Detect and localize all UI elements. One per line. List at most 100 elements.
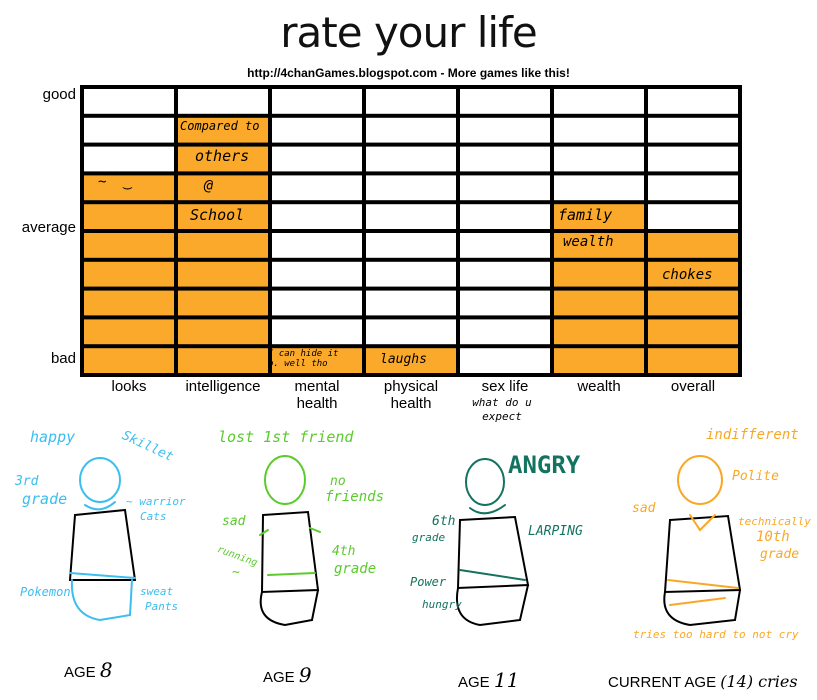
cell-physical-health-4 xyxy=(366,261,456,287)
cell-looks-4-filled xyxy=(84,261,174,287)
note-4th: 4th xyxy=(332,544,356,559)
mental-note: I can hide it p. well tho xyxy=(268,349,339,369)
cell-looks-3-filled xyxy=(84,290,174,316)
x-label-mental-health: mental health xyxy=(294,378,340,412)
cell-looks-8 xyxy=(84,146,174,172)
page-title: rate your life xyxy=(280,8,537,57)
cell-wealth-8 xyxy=(554,146,644,172)
intelligence-note-1: Compared to xyxy=(180,119,260,133)
x-label-intelligence: intelligence xyxy=(185,378,261,395)
note-happy: happy xyxy=(30,428,76,446)
age-label-8: AGE 8 xyxy=(64,658,113,682)
cell-overall-7 xyxy=(648,175,738,201)
cell-sex-life-1 xyxy=(460,348,550,373)
cell-physical-health-8 xyxy=(366,146,456,172)
cell-looks-7-filled xyxy=(84,175,174,201)
cell-intelligence-7-filled xyxy=(178,175,268,201)
note-power: Power xyxy=(410,575,447,589)
y-label-average: average xyxy=(21,219,76,236)
cell-sex-life-4 xyxy=(460,261,550,287)
note-tries-hard: tries too hard to not cry xyxy=(633,628,799,641)
note-hungry: hungry xyxy=(422,598,462,611)
note-grade: grade xyxy=(22,490,68,508)
intelligence-note-3: @ xyxy=(204,176,214,194)
figure-age-9 xyxy=(259,455,321,627)
cell-intelligence-9-filled xyxy=(178,117,268,143)
looks-note: ~͡ ‿ xyxy=(98,174,132,190)
x-label-physical-health: physical health xyxy=(383,378,439,412)
note-larping: LARPING xyxy=(528,524,583,539)
overall-note: chokes xyxy=(662,267,713,283)
cell-mental-health-2 xyxy=(272,319,362,345)
cell-overall-4-filled xyxy=(648,261,738,287)
cell-wealth-10 xyxy=(554,89,644,114)
cell-wealth-7 xyxy=(554,175,644,201)
cell-mental-health-1-filled xyxy=(272,348,362,373)
cell-intelligence-3-filled xyxy=(178,290,268,316)
cell-overall-3-filled xyxy=(648,290,738,316)
cell-physical-health-3 xyxy=(366,290,456,316)
cell-intelligence-4-filled xyxy=(178,261,268,287)
note-cats: Cats xyxy=(140,510,167,523)
cell-overall-1-filled xyxy=(648,348,738,373)
cell-overall-10 xyxy=(648,89,738,114)
cell-wealth-6-filled xyxy=(554,204,644,229)
cell-sex-life-5 xyxy=(460,233,550,258)
y-label-bad: bad xyxy=(50,350,76,367)
note-technically: technically xyxy=(738,515,811,528)
cell-wealth-1-filled xyxy=(554,348,644,373)
cell-physical-health-7 xyxy=(366,175,456,201)
figure-current-age xyxy=(663,455,742,627)
y-label-good: good xyxy=(42,86,76,103)
cell-physical-health-2 xyxy=(366,319,456,345)
cell-mental-health-4 xyxy=(272,261,362,287)
cell-overall-8 xyxy=(648,146,738,172)
cell-looks-6-filled xyxy=(84,204,174,229)
cell-looks-10 xyxy=(84,89,174,114)
age-label-current: CURRENT AGE (14) cries xyxy=(608,672,798,691)
note-sad: sad xyxy=(222,514,246,529)
note-lost-friend: lost 1st friend xyxy=(218,428,354,446)
note-pants: Pants xyxy=(145,600,179,613)
figure-age-8 xyxy=(68,457,137,622)
cell-sex-life-6 xyxy=(460,204,550,229)
cell-looks-9 xyxy=(84,117,174,143)
figure-age-11 xyxy=(456,458,530,627)
cell-mental-health-5 xyxy=(272,233,362,258)
note-polite: Polite xyxy=(732,469,779,484)
cell-physical-health-1-filled xyxy=(366,348,456,373)
cell-wealth-9 xyxy=(554,117,644,143)
note-sweat: sweat xyxy=(140,585,174,598)
cell-sex-life-2 xyxy=(460,319,550,345)
cell-wealth-5-filled xyxy=(554,233,644,258)
note-angry: ANGRY xyxy=(508,451,581,479)
cell-intelligence-5-filled xyxy=(178,233,268,258)
note-grade11: grade xyxy=(412,531,446,544)
sexlife-note: what do u expect xyxy=(472,396,532,423)
note-indifferent: indifferent xyxy=(706,427,799,443)
cell-intelligence-10 xyxy=(178,89,268,114)
character-drawings xyxy=(68,455,742,627)
cell-overall-6 xyxy=(648,204,738,229)
cell-wealth-3-filled xyxy=(554,290,644,316)
cell-mental-health-3 xyxy=(272,290,362,316)
note-warrior: ~ warrior xyxy=(126,495,186,508)
cell-mental-health-9 xyxy=(272,117,362,143)
cell-sex-life-7 xyxy=(460,175,550,201)
cell-sex-life-10 xyxy=(460,89,550,114)
cell-physical-health-6 xyxy=(366,204,456,229)
cell-intelligence-6-filled xyxy=(178,204,268,229)
note-no: no xyxy=(330,474,346,489)
cell-looks-2-filled xyxy=(84,319,174,345)
source-url: http://4chanGames.blogspot.com - More ga… xyxy=(247,66,570,80)
cell-looks-5-filled xyxy=(84,233,174,258)
note-3rd: 3rd xyxy=(15,474,39,489)
cell-mental-health-6 xyxy=(272,204,362,229)
cell-wealth-2-filled xyxy=(554,319,644,345)
cell-overall-2-filled xyxy=(648,319,738,345)
cell-mental-health-10 xyxy=(272,89,362,114)
x-label-looks: looks xyxy=(111,378,147,395)
wealth-note-2: wealth xyxy=(563,234,614,250)
note-10th: 10th xyxy=(756,529,790,545)
cell-intelligence-2-filled xyxy=(178,319,268,345)
